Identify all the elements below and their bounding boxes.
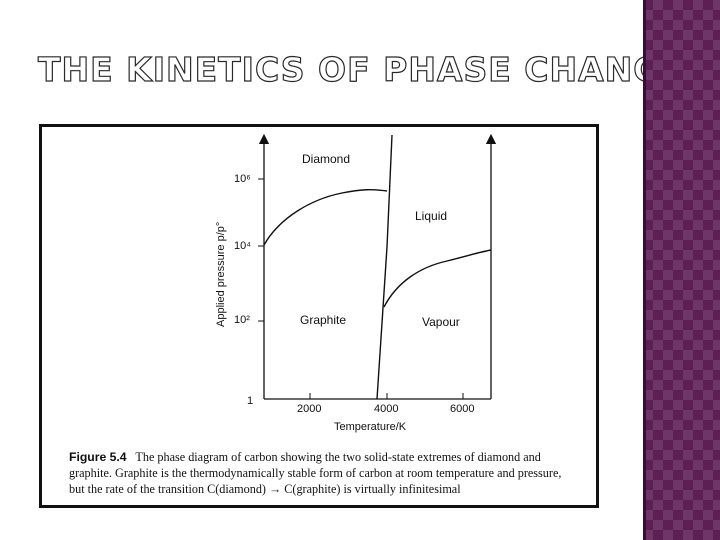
caption-line-2: graphite. Graphite is the thermodynamica… xyxy=(69,466,562,480)
y-tick-label: 1 xyxy=(247,395,253,407)
caption-line-3: but the rate of the transition C(diamond… xyxy=(69,482,461,496)
solid-liquid-boundary xyxy=(376,134,393,400)
phase-diagram-figure: 1 10² 10⁴ 10⁶ 2000 4000 6000 Temperature… xyxy=(39,124,599,508)
x-tick-label: 4000 xyxy=(374,403,398,415)
decorative-side-strip xyxy=(643,0,720,540)
phase-diagram-chart: 1 10² 10⁴ 10⁶ 2000 4000 6000 Temperature… xyxy=(215,133,497,433)
figure-caption: Figure 5.4 The phase diagram of carbon s… xyxy=(69,449,596,497)
x-axis-title: Temperature/K xyxy=(334,421,407,433)
x-tick-label: 6000 xyxy=(450,403,474,415)
caption-text-1: The phase diagram of carbon showing the … xyxy=(135,450,541,464)
diamond-graphite-boundary xyxy=(263,188,388,246)
liquid-vapour-boundary xyxy=(383,249,492,308)
y-tick-label: 10² xyxy=(234,314,250,326)
region-label-graphite: Graphite xyxy=(300,313,346,327)
x-tick-label: 2000 xyxy=(297,403,321,415)
region-label-vapour: Vapour xyxy=(422,315,460,329)
caption-figure-label: Figure 5.4 xyxy=(69,450,127,464)
decorative-strip-edge xyxy=(643,0,646,540)
y-tick-label: 10⁶ xyxy=(234,173,251,185)
region-label-diamond: Diamond xyxy=(302,152,350,166)
y-axis-title: Applied pressure p/p° xyxy=(215,222,227,327)
region-label-liquid: Liquid xyxy=(415,209,447,223)
y-tick-label: 10⁴ xyxy=(234,240,251,252)
caption-line-1: Figure 5.4 The phase diagram of carbon s… xyxy=(69,449,596,465)
slide-title: THE KINETICS OF PHASE CHANGES xyxy=(37,49,710,89)
